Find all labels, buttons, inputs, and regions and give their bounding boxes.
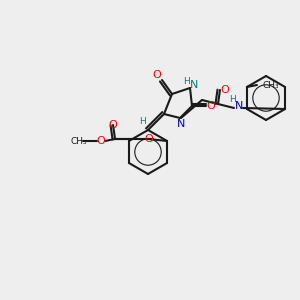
Text: O: O: [97, 136, 105, 146]
Text: O: O: [109, 120, 117, 130]
Text: O: O: [153, 70, 161, 80]
Text: N: N: [235, 101, 243, 111]
Text: O: O: [207, 101, 215, 111]
Text: N: N: [190, 80, 198, 90]
Text: H: H: [140, 118, 146, 127]
Text: CH₃: CH₃: [263, 80, 280, 89]
Text: H: H: [183, 77, 189, 86]
Text: N: N: [177, 119, 185, 129]
Text: O: O: [220, 85, 230, 95]
Text: O: O: [145, 134, 153, 144]
Text: H: H: [229, 95, 236, 104]
Text: CH₃: CH₃: [71, 136, 87, 146]
